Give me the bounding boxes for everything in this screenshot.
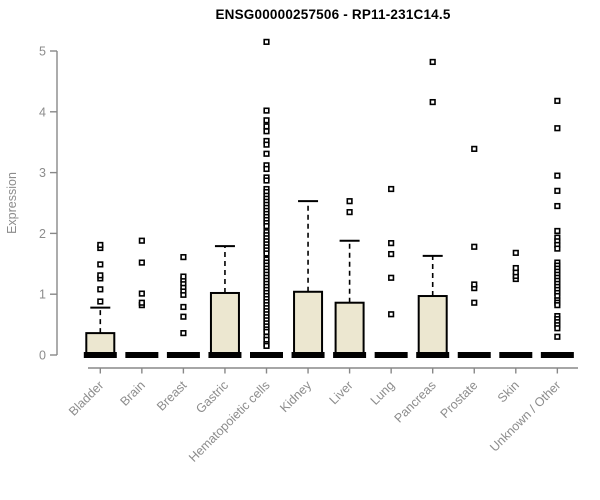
median-line	[499, 352, 533, 358]
x-tick-label: Kidney	[277, 378, 314, 415]
y-tick-label: 2	[39, 227, 46, 241]
outlier-point	[263, 250, 270, 257]
y-tick-label: 0	[39, 349, 46, 363]
outlier-point	[180, 273, 187, 280]
outlier-point	[388, 250, 395, 258]
outlier-point	[263, 123, 270, 130]
outlier-point	[554, 97, 561, 104]
x-tick-label: Liver	[327, 378, 356, 407]
box	[417, 295, 448, 356]
outlier-point	[263, 150, 270, 157]
median-line	[374, 352, 408, 358]
x-tick-label: Pancreas	[392, 378, 439, 425]
outlier-point	[263, 165, 270, 173]
outlier-point	[554, 172, 561, 179]
outlier-point	[554, 245, 561, 252]
x-tick-label: Prostate	[438, 378, 481, 421]
y-tick-label: 5	[39, 45, 46, 59]
outlier-point	[263, 117, 270, 124]
outlier-point	[388, 185, 395, 193]
outlier-point	[180, 313, 187, 320]
outlier-point	[263, 128, 270, 135]
median-line	[416, 352, 450, 358]
median-line	[208, 352, 242, 358]
outlier-point	[388, 274, 395, 281]
median-line	[166, 352, 200, 358]
outlier-point	[429, 58, 436, 66]
outlier-point	[97, 241, 104, 249]
outlier-point	[554, 202, 561, 210]
median-line	[125, 352, 159, 358]
x-tick-label: Skin	[495, 378, 522, 405]
box	[293, 290, 324, 357]
x-tick-label: Unknown / Other	[487, 378, 563, 454]
x-tick-label: Gastric	[193, 378, 231, 416]
outlier-point	[471, 145, 478, 152]
median-line	[457, 352, 491, 358]
outlier-point	[554, 333, 561, 340]
median-line	[83, 352, 117, 358]
outlier-point	[263, 177, 270, 184]
outlier-point	[180, 330, 187, 337]
chart-title: ENSG00000257506 - RP11-231C14.5	[215, 7, 451, 22]
x-tick-label: Brain	[117, 378, 148, 409]
outlier-point	[554, 325, 561, 332]
outlier-point	[263, 38, 270, 45]
y-tick-label: 3	[39, 166, 46, 180]
median-line	[540, 352, 574, 358]
box	[334, 301, 365, 357]
outlier-point	[138, 290, 145, 297]
outlier-point	[138, 237, 145, 244]
outlier-point	[554, 187, 561, 194]
outlier-point	[429, 98, 436, 106]
outlier-point	[263, 328, 270, 335]
x-tick-label: Breast	[154, 378, 190, 414]
outlier-point	[346, 198, 353, 205]
outlier-point	[388, 311, 395, 318]
outlier-point	[346, 209, 353, 216]
x-tick-label: Hematopoietic cells	[186, 378, 273, 465]
x-tick-label: Bladder	[66, 378, 106, 418]
outlier-point	[554, 227, 561, 235]
y-tick-label: 4	[39, 105, 46, 119]
median-line	[291, 352, 325, 358]
outlier-point	[512, 264, 519, 272]
outlier-point	[138, 299, 145, 306]
outlier-point	[97, 272, 104, 279]
box	[85, 332, 116, 356]
outlier-point	[554, 125, 561, 132]
outlier-point	[471, 299, 478, 306]
outlier-point	[180, 303, 187, 311]
outlier-point	[97, 261, 104, 268]
x-tick-label: Lung	[368, 378, 398, 408]
median-line	[250, 352, 283, 358]
outlier-point	[180, 254, 187, 261]
outlier-point	[263, 223, 270, 230]
outlier-point	[471, 281, 478, 288]
outlier-point	[263, 342, 270, 349]
outlier-point	[512, 249, 519, 256]
outlier-point	[97, 286, 104, 293]
outlier-point	[263, 107, 270, 114]
outlier-point	[554, 302, 561, 309]
outlier-point	[97, 298, 104, 305]
outlier-point	[388, 240, 395, 247]
outlier-point	[138, 259, 145, 266]
median-line	[333, 352, 367, 358]
box	[209, 291, 240, 357]
outlier-point	[471, 243, 478, 250]
y-tick-label: 1	[39, 288, 46, 302]
outlier-point	[263, 141, 270, 148]
